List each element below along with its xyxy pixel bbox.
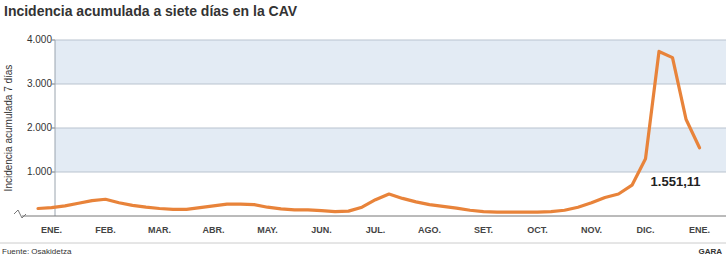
x-tick-label: MAR. <box>148 225 171 235</box>
x-tick-label: OCT. <box>527 225 548 235</box>
x-tick-label: ENE. <box>689 225 710 235</box>
chart: Incidencia acumulada a siete días en la … <box>0 0 726 259</box>
x-tick-label: JUL. <box>366 225 386 235</box>
grid-line <box>55 128 726 129</box>
band <box>55 128 726 172</box>
x-tick-label: JUN. <box>311 225 332 235</box>
x-tick-label: FEB. <box>95 225 116 235</box>
x-tick-label: MAY. <box>257 225 278 235</box>
band <box>55 40 726 84</box>
axis-break <box>14 210 26 218</box>
x-tick-label: ENE. <box>41 225 62 235</box>
credit: GARA <box>698 247 722 256</box>
source: Fuente: Osakidetza <box>2 247 72 256</box>
x-tick-label: SET. <box>474 225 493 235</box>
x-axis <box>22 216 726 217</box>
tick-label: 3.000 <box>27 78 52 89</box>
x-tick-label: DIC. <box>637 225 655 235</box>
tick-label: 2.000 <box>27 122 52 133</box>
tick-label: 4.000 <box>27 34 52 45</box>
x-tick-label: AGO. <box>418 225 441 235</box>
x-tick-label: ABR. <box>203 225 225 235</box>
tick-label: 1.000 <box>27 166 52 177</box>
title: Incidencia acumulada a siete días en la … <box>4 3 298 19</box>
x-tick-label: NOV. <box>581 225 602 235</box>
data-label: 1.551,11 <box>651 174 701 189</box>
grid-line <box>55 84 726 85</box>
y-axis-label: Incidencia acumulada 7 días <box>3 65 14 192</box>
line <box>38 51 700 212</box>
footer-rule <box>0 243 726 244</box>
grid-line <box>55 40 726 41</box>
plot-area <box>38 51 700 212</box>
y-axis <box>55 40 56 216</box>
grid-line <box>55 172 726 173</box>
